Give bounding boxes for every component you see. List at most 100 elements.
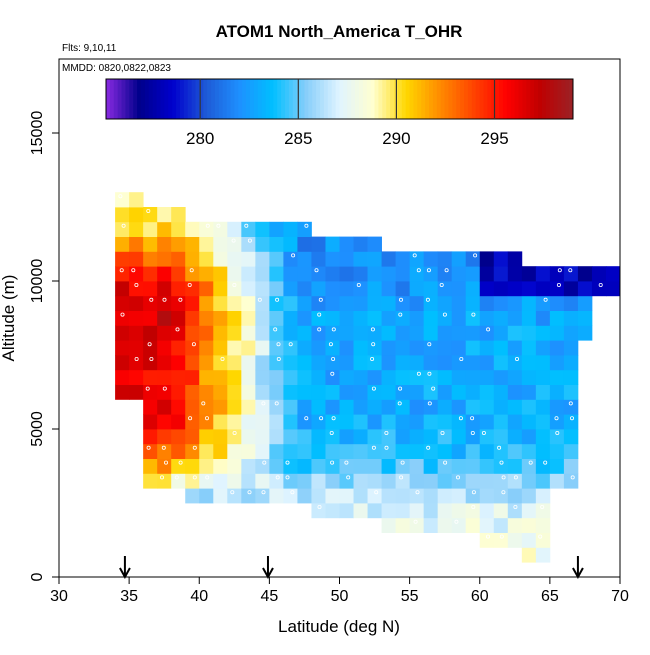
heatmap-cell [521, 458, 537, 474]
colorbar-segment [133, 79, 138, 119]
heatmap-cell [465, 281, 481, 297]
heatmap-cell [465, 340, 481, 356]
heatmap-cell [465, 369, 481, 385]
heatmap-cell [493, 281, 509, 297]
heatmap-cell [157, 340, 172, 356]
colorbar-segment [242, 79, 247, 119]
heatmap-cell [325, 236, 340, 252]
heatmap-cell [451, 517, 467, 533]
heatmap-cell [395, 473, 411, 489]
colorbar-segment [557, 79, 562, 119]
heatmap-cell [157, 384, 172, 400]
observation-point [384, 445, 389, 450]
heatmap-cell [535, 458, 551, 474]
observation-point [431, 386, 436, 391]
heatmap-cell [577, 281, 593, 297]
observation-point [285, 475, 290, 480]
heatmap-cell [339, 325, 354, 341]
heatmap-cell [297, 458, 312, 474]
heatmap-cell [563, 281, 579, 297]
heatmap-cell [283, 369, 298, 385]
heatmap-cell [269, 399, 284, 415]
heatmap-cell [367, 325, 382, 341]
heatmap-cell [297, 429, 312, 445]
observation-point [557, 268, 562, 273]
heatmap-cell [255, 355, 270, 371]
heatmap-cell [521, 414, 537, 430]
heatmap-cell [563, 369, 579, 385]
observation-point [470, 416, 475, 421]
heatmap-cell [367, 473, 382, 489]
heatmap-cell [143, 236, 158, 252]
observation-point [304, 223, 309, 228]
heatmap-cell [157, 443, 172, 459]
heatmap-cell [115, 281, 130, 297]
heatmap-cell [157, 325, 172, 341]
heatmap-cell [535, 340, 551, 356]
heatmap-cell [395, 266, 411, 282]
heatmap-cell [549, 340, 565, 356]
heatmap-cell [185, 488, 200, 504]
heatmap-cell [493, 310, 509, 326]
heatmap-cell [325, 266, 340, 282]
heatmap-cell [451, 251, 467, 267]
heatmap-cell [479, 355, 495, 371]
observation-point [188, 416, 193, 421]
colorbar-segment [362, 79, 368, 119]
heatmap-cell [297, 414, 312, 430]
observation-point [400, 460, 405, 465]
heatmap-cell [549, 458, 565, 474]
heatmap-cell [129, 355, 144, 371]
colorbar-segment [355, 79, 360, 119]
heatmap-cell [339, 295, 354, 311]
heatmap-cell [157, 251, 172, 267]
heatmap-cell [269, 355, 284, 371]
observation-point [331, 356, 336, 361]
colorbar-segment [343, 79, 348, 119]
heatmap-cell [563, 384, 579, 400]
heatmap-cell [143, 325, 158, 341]
heatmap-cell [283, 236, 298, 252]
colorbar-segment [522, 79, 527, 119]
heatmap-cell [325, 355, 340, 371]
heatmap-cell [563, 310, 579, 326]
heatmap-cell [143, 340, 158, 356]
heatmap-cell [409, 443, 425, 459]
heatmap-cell [241, 384, 256, 400]
heatmap-cell [297, 399, 312, 415]
heatmap-cell [493, 532, 509, 548]
heatmap-cell [171, 399, 186, 415]
heatmap-cell [423, 355, 439, 371]
observation-point [118, 194, 123, 199]
heatmap-cell [297, 325, 312, 341]
heatmap-cell [115, 340, 130, 356]
heatmap-cell [227, 488, 242, 504]
heatmap-cell [563, 414, 579, 430]
observation-point [515, 356, 520, 361]
heatmap-cell [199, 251, 214, 267]
colorbar-segment [417, 79, 422, 119]
heatmap-cell [143, 207, 158, 223]
observation-point [486, 327, 491, 332]
heatmap-cell [213, 458, 228, 474]
colorbar-segment [565, 79, 570, 119]
heatmap-cell [381, 458, 396, 474]
heatmap-cell [381, 310, 396, 326]
colorbar-segment [238, 79, 243, 119]
heatmap-cell [465, 266, 481, 282]
heatmap-cell [437, 355, 453, 371]
heatmap-cell [451, 473, 467, 489]
heatmap-cell [353, 488, 368, 504]
heatmap-cell [157, 369, 172, 385]
colorbar-segment [401, 79, 407, 119]
heatmap-cell [521, 473, 537, 489]
observation-point [473, 253, 478, 258]
observation-point [427, 371, 432, 376]
heatmap-cell [311, 429, 326, 445]
heatmap-cell [549, 443, 565, 459]
heatmap-cell [521, 266, 537, 282]
heatmap-cell [367, 488, 382, 504]
heatmap-cell [283, 458, 298, 474]
heatmap-cell [115, 384, 130, 400]
heatmap-cell [409, 281, 425, 297]
